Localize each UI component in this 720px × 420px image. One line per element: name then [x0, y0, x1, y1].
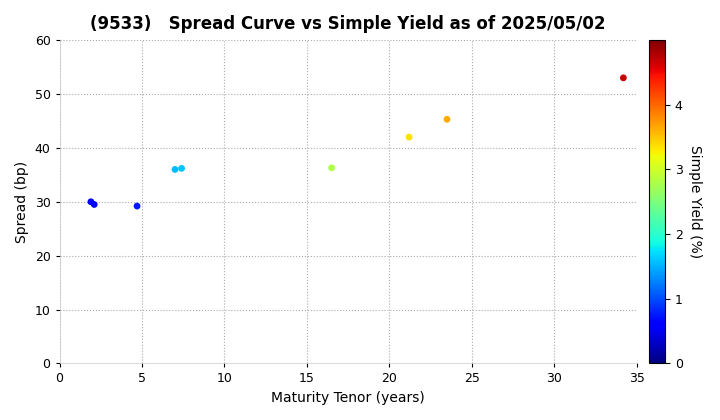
- Point: [85, 198, 96, 205]
- Point: [403, 134, 415, 140]
- Point: [441, 116, 453, 123]
- Point: [89, 201, 100, 208]
- Y-axis label: Spread (bp): Spread (bp): [15, 161, 29, 243]
- Point: [326, 165, 338, 171]
- Point: [169, 166, 181, 173]
- X-axis label: Maturity Tenor (years): Maturity Tenor (years): [271, 391, 425, 405]
- Point: [131, 203, 143, 210]
- Point: [176, 165, 187, 172]
- Y-axis label: Simple Yield (%): Simple Yield (%): [688, 145, 702, 258]
- Title: (9533)   Spread Curve vs Simple Yield as of 2025/05/02: (9533) Spread Curve vs Simple Yield as o…: [90, 15, 606, 33]
- Point: [618, 74, 629, 81]
